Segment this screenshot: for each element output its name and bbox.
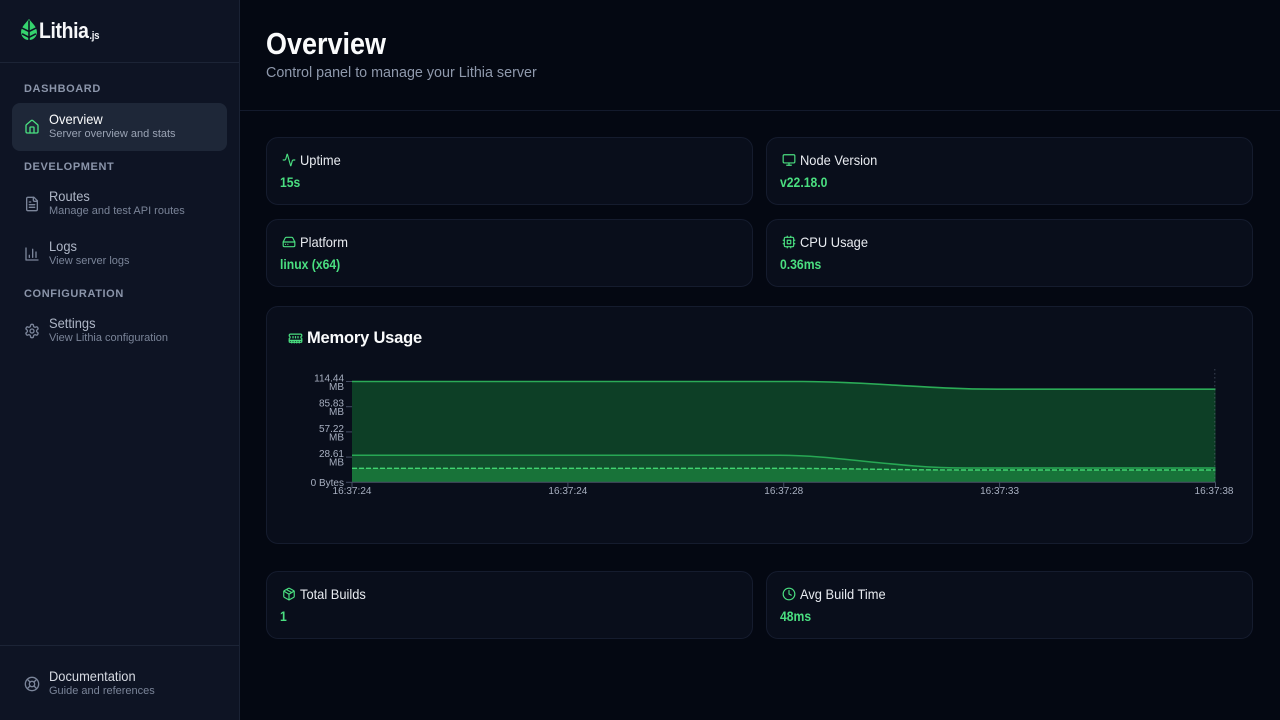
svg-text:57.22: 57.22 (319, 424, 344, 435)
svg-text:MB: MB (329, 382, 344, 393)
svg-text:16:37:28: 16:37:28 (764, 486, 803, 497)
svg-text:16:37:33: 16:37:33 (980, 486, 1019, 497)
svg-text:16:37:24: 16:37:24 (548, 486, 587, 497)
svg-text:MB: MB (329, 432, 344, 443)
svg-text:16:37:38: 16:37:38 (1195, 486, 1234, 497)
svg-text:28.61: 28.61 (319, 449, 344, 460)
svg-text:114.44: 114.44 (314, 374, 344, 385)
svg-text:85.83: 85.83 (319, 399, 344, 410)
svg-text:MB: MB (329, 458, 344, 469)
svg-text:MB: MB (329, 407, 344, 418)
svg-text:16:37:24: 16:37:24 (333, 486, 372, 497)
svg-text:0 Bytes: 0 Bytes (311, 478, 344, 489)
